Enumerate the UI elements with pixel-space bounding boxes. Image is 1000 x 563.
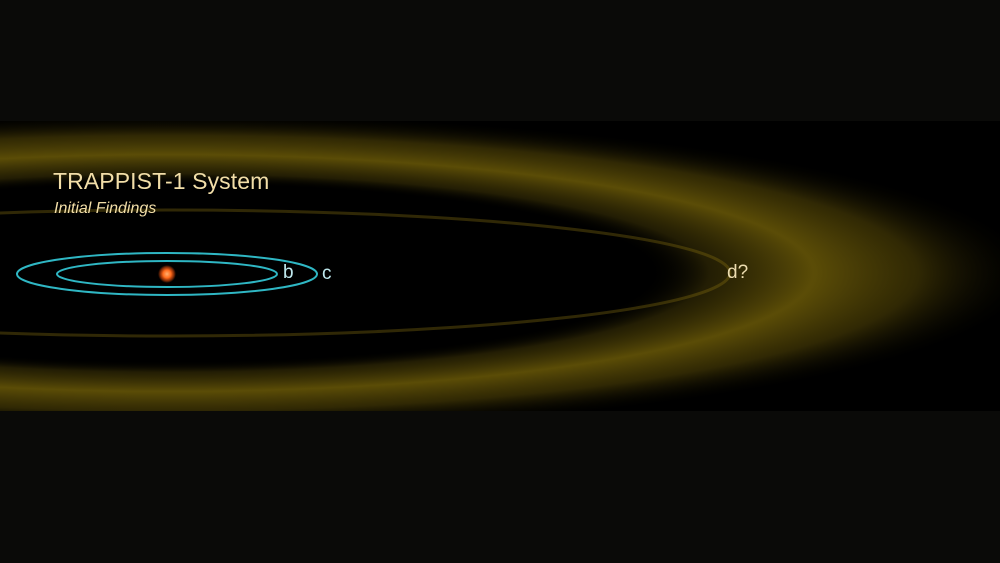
star (158, 265, 176, 283)
diagram-subtitle: Initial Findings (54, 200, 157, 217)
orbit-c (16, 252, 318, 296)
diagram-title: TRAPPIST-1 System (53, 168, 270, 194)
inner-region (0, 223, 500, 323)
planet-label-d: d? (727, 262, 749, 283)
planet-label-c: c (322, 263, 332, 284)
orbit-d (0, 208, 732, 338)
orbit-b (56, 260, 278, 288)
habitable-zone (0, 121, 1000, 411)
planet-label-b: b (283, 262, 294, 283)
